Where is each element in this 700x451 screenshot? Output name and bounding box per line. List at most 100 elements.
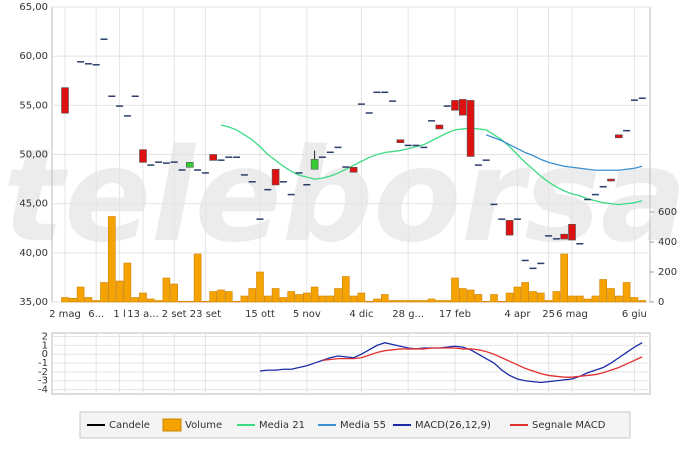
volume-bar xyxy=(466,289,475,303)
volume-bar xyxy=(154,300,163,303)
candle-body xyxy=(420,146,428,149)
volume-bar xyxy=(474,294,483,303)
candle-body xyxy=(170,161,178,163)
x-tick-label: 13 a... xyxy=(127,309,159,320)
candle-body xyxy=(412,144,420,147)
legend-swatch xyxy=(162,418,182,432)
y-tick-label: 40,00 xyxy=(19,248,48,259)
x-tick-label: 28 g... xyxy=(392,309,424,320)
volume-bar xyxy=(61,297,69,303)
legend-label: Media 21 xyxy=(259,420,305,431)
candle-body xyxy=(84,63,92,65)
volume-bar xyxy=(310,286,319,303)
volume-bar xyxy=(295,294,303,303)
x-tick-label: 25 xyxy=(542,309,555,320)
y-tick-label: 50,00 xyxy=(19,150,48,161)
candle-body xyxy=(295,172,303,174)
candle-body xyxy=(256,218,264,220)
volume-bar xyxy=(232,300,241,303)
candle-body xyxy=(201,172,209,174)
candle-body xyxy=(100,38,108,40)
volume-bar xyxy=(201,300,210,303)
candle-body xyxy=(248,181,256,183)
volume-bar xyxy=(497,300,506,303)
volume-bar xyxy=(521,282,530,303)
candle-body xyxy=(116,105,124,107)
candle-body xyxy=(404,144,412,147)
volume-bar xyxy=(186,300,194,303)
volume-bar xyxy=(482,300,491,303)
volume-bar xyxy=(193,253,202,303)
candle-body xyxy=(194,169,202,171)
x-tick-label: 4 dic xyxy=(349,309,373,320)
volume-bar xyxy=(419,300,428,303)
volume-bar xyxy=(209,291,217,303)
candle-body xyxy=(334,146,342,149)
candle-body xyxy=(365,112,373,114)
y2-tick-label: 400 xyxy=(658,237,677,248)
volume-bar xyxy=(84,297,93,303)
volume-bar xyxy=(443,300,452,303)
candle-body xyxy=(318,156,326,158)
legend-label: Volume xyxy=(185,420,222,431)
volume-bar xyxy=(638,300,647,303)
series-line xyxy=(322,347,643,378)
candle-body xyxy=(458,99,467,116)
volume-bar xyxy=(248,288,256,303)
candle-body xyxy=(381,91,389,94)
candle-body xyxy=(466,100,475,157)
candle-body xyxy=(326,151,334,154)
candle-body xyxy=(560,233,569,240)
y2-tick-label: 600 xyxy=(658,207,677,218)
x-tick-label: 5 nov xyxy=(293,309,321,320)
volume-bar xyxy=(575,295,584,303)
candle-body xyxy=(264,188,272,191)
candle-body xyxy=(474,164,482,166)
candle-body xyxy=(599,185,607,188)
volume-bar xyxy=(349,295,358,303)
volume-bar xyxy=(591,295,600,303)
candle-body xyxy=(61,87,69,114)
volume-bar xyxy=(388,300,397,303)
volume-bar xyxy=(69,297,77,303)
candle-body xyxy=(240,174,248,176)
candle-body xyxy=(349,166,358,173)
volume-bar xyxy=(341,276,350,303)
volume-bar xyxy=(365,300,374,303)
candle-body xyxy=(178,169,186,171)
volume-bar xyxy=(334,288,342,303)
volume-bar xyxy=(560,253,569,303)
candle-body xyxy=(155,161,163,163)
volume-bar xyxy=(108,216,116,303)
candle-body xyxy=(139,149,147,163)
y-tick-label: 60,00 xyxy=(19,51,48,62)
x-tick-label: 2 mag xyxy=(49,309,81,320)
candle-body xyxy=(623,129,631,132)
y-tick-label: -1 xyxy=(38,358,48,369)
candle-body xyxy=(310,159,319,170)
candle-body xyxy=(451,100,459,111)
candle-body xyxy=(529,267,537,270)
volume-bar xyxy=(92,300,100,303)
candle-body xyxy=(342,166,350,168)
x-tick-label: 6... xyxy=(88,309,104,320)
candle-body xyxy=(552,238,560,240)
volume-bar xyxy=(263,295,272,303)
candle-body xyxy=(568,224,576,241)
candle-body xyxy=(131,95,139,97)
candle-body xyxy=(545,235,553,237)
volume-bar xyxy=(326,295,335,303)
candle-body xyxy=(186,162,194,168)
candle-body xyxy=(482,159,490,161)
candle-body xyxy=(428,120,436,122)
volume-bar xyxy=(131,297,139,303)
y-tick-label: -4 xyxy=(38,385,48,396)
candle-body xyxy=(584,198,592,201)
volume-bar xyxy=(630,297,639,303)
candle-body xyxy=(591,193,599,196)
x-tick-label: 1 l xyxy=(113,309,125,320)
x-tick-label: 6 mag xyxy=(556,309,588,320)
volume-bar xyxy=(115,280,124,303)
volume-bar xyxy=(287,291,296,303)
